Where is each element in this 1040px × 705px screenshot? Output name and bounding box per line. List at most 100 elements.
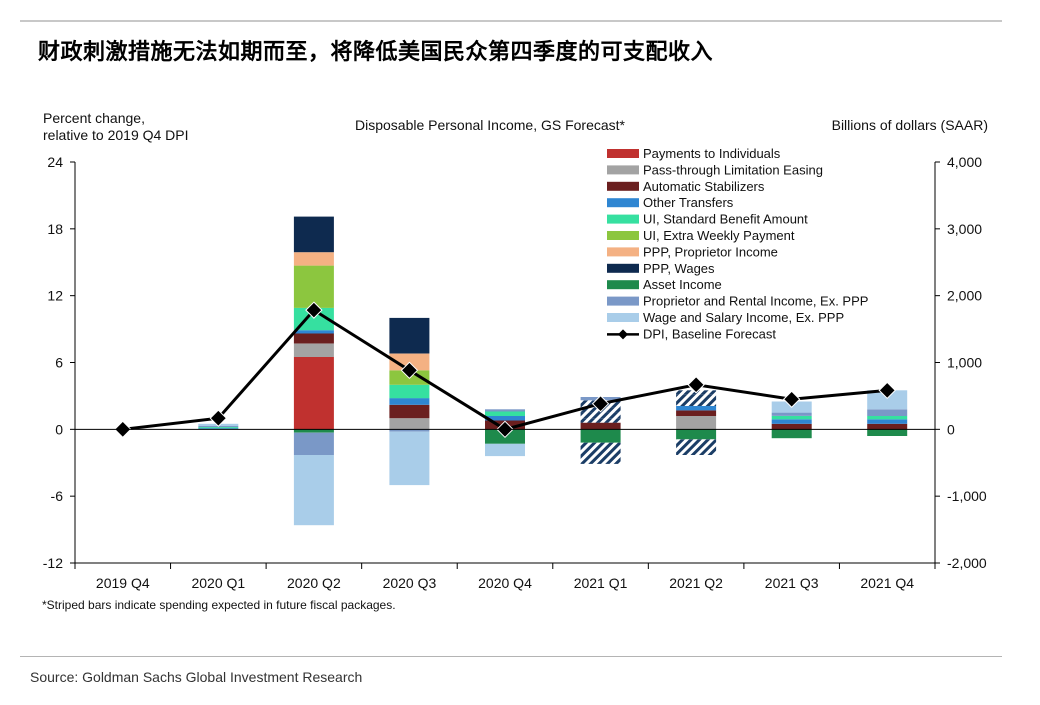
legend-label: UI, Standard Benefit Amount bbox=[643, 212, 808, 227]
bar-segment bbox=[867, 416, 908, 420]
legend-swatch bbox=[607, 313, 639, 322]
bar-segment bbox=[293, 343, 334, 357]
bar-segment bbox=[771, 412, 812, 416]
bar-segment bbox=[580, 412, 621, 419]
legend-label: Asset Income bbox=[643, 277, 722, 292]
bar-segment bbox=[389, 398, 430, 405]
legend-label: PPP, Proprietor Income bbox=[643, 244, 778, 259]
right-tick-label: 2,000 bbox=[947, 288, 982, 304]
legend-swatch bbox=[607, 198, 639, 208]
legend-swatch bbox=[607, 149, 639, 158]
dpi-point bbox=[687, 376, 705, 394]
legend-label: UI, Extra Weekly Payment bbox=[643, 228, 795, 243]
x-tick-label: 2020 Q4 bbox=[478, 575, 532, 591]
bar-segment bbox=[389, 431, 430, 486]
bar-segment bbox=[867, 390, 908, 410]
bar-segment bbox=[676, 429, 717, 440]
legend-swatch bbox=[607, 247, 639, 257]
right-axis-label: Billions of dollars (SAAR) bbox=[832, 117, 988, 133]
left-tick-label: 24 bbox=[47, 154, 63, 170]
bar-segment bbox=[485, 411, 525, 416]
legend-swatch bbox=[607, 280, 639, 290]
bar-segment bbox=[771, 416, 812, 420]
bar-segment bbox=[293, 252, 334, 266]
left-axis-label-line2: relative to 2019 Q4 DPI bbox=[43, 127, 189, 143]
bar-segment bbox=[771, 429, 812, 439]
left-tick-label: 0 bbox=[55, 421, 63, 437]
page-title: 财政刺激措施无法如期而至，将降低美国民众第四季度的可支配收入 bbox=[38, 40, 714, 65]
bar-segment bbox=[293, 455, 334, 526]
legend-label: Proprietor and Rental Income, Ex. PPP bbox=[643, 294, 868, 309]
bar-segment bbox=[867, 419, 908, 424]
source-note: Source: Goldman Sachs Global Investment … bbox=[30, 669, 363, 685]
right-tick-label: 3,000 bbox=[947, 221, 982, 237]
dpi-point bbox=[782, 390, 801, 408]
left-tick-label: 18 bbox=[47, 221, 63, 237]
footnote: *Striped bars indicate spending expected… bbox=[42, 598, 396, 612]
bar-segment bbox=[676, 401, 717, 406]
bar-segment bbox=[293, 432, 334, 455]
bar-segment bbox=[389, 384, 430, 399]
bar-segment bbox=[676, 439, 717, 455]
dpi-point bbox=[209, 409, 228, 427]
dpi-point bbox=[305, 301, 323, 319]
bar-segment bbox=[867, 429, 908, 436]
x-tick-label: 2020 Q1 bbox=[191, 575, 245, 591]
legend-swatch bbox=[607, 181, 639, 191]
bar-segment bbox=[293, 429, 334, 433]
bar-segment bbox=[293, 333, 334, 344]
legend-label: Automatic Stabilizers bbox=[643, 179, 765, 194]
legend-line-marker bbox=[618, 329, 628, 340]
bar-segment bbox=[389, 317, 430, 354]
bar-segment bbox=[293, 265, 334, 308]
top-rule bbox=[20, 20, 1002, 22]
bar-segment bbox=[771, 423, 812, 430]
bar-segment bbox=[485, 409, 525, 412]
legend-label: Payments to Individuals bbox=[643, 146, 781, 161]
right-tick-label: 0 bbox=[947, 421, 955, 437]
x-tick-label: 2020 Q3 bbox=[383, 575, 437, 591]
x-tick-label: 2021 Q4 bbox=[860, 575, 914, 591]
x-tick-label: 2021 Q1 bbox=[574, 575, 628, 591]
left-axis-label-line1: Percent change, bbox=[43, 110, 145, 126]
legend-label: Other Transfers bbox=[643, 195, 734, 210]
x-tick-label: 2020 Q2 bbox=[287, 575, 341, 591]
legend-swatch bbox=[607, 165, 639, 175]
dpi-point bbox=[591, 395, 610, 413]
x-tick-label: 2021 Q3 bbox=[765, 575, 819, 591]
bar-segment bbox=[293, 216, 334, 253]
legend-label: Pass-through Limitation Easing bbox=[643, 162, 823, 177]
bar-segment bbox=[293, 356, 334, 430]
right-tick-label: -2,000 bbox=[947, 555, 987, 571]
bar-segment bbox=[198, 427, 239, 429]
left-tick-label: 12 bbox=[47, 288, 63, 304]
legend-swatch bbox=[607, 296, 639, 306]
chart-title: Disposable Personal Income, GS Forecast* bbox=[355, 117, 626, 133]
bar-segment bbox=[485, 416, 525, 421]
legend-swatch bbox=[607, 263, 639, 273]
left-tick-label: -6 bbox=[51, 488, 64, 504]
bars bbox=[198, 216, 908, 526]
bar-segment bbox=[389, 429, 430, 432]
bar-segment bbox=[580, 442, 621, 464]
bar-segment bbox=[580, 422, 621, 430]
bar-segment bbox=[293, 307, 334, 331]
bar-segment bbox=[580, 429, 621, 443]
right-tick-label: 4,000 bbox=[947, 154, 982, 170]
bar-segment bbox=[485, 443, 525, 457]
bar-segment bbox=[676, 416, 717, 430]
right-tick-label: 1,000 bbox=[947, 355, 982, 371]
bar-segment bbox=[867, 409, 908, 416]
legend-label: DPI, Baseline Forecast bbox=[643, 326, 776, 341]
dpi-point bbox=[878, 381, 896, 400]
left-tick-label: -12 bbox=[43, 555, 63, 571]
bar-segment bbox=[389, 404, 430, 419]
bottom-rule bbox=[20, 656, 1002, 657]
bar-segment bbox=[676, 394, 717, 402]
legend-swatch bbox=[607, 231, 639, 240]
axes: 24 4,000 18 3,000 12 2,000 6 1,000 0 0 -6 -1,000 -12… bbox=[43, 154, 987, 591]
bar-segment bbox=[676, 410, 717, 416]
bar-segment bbox=[867, 423, 908, 430]
